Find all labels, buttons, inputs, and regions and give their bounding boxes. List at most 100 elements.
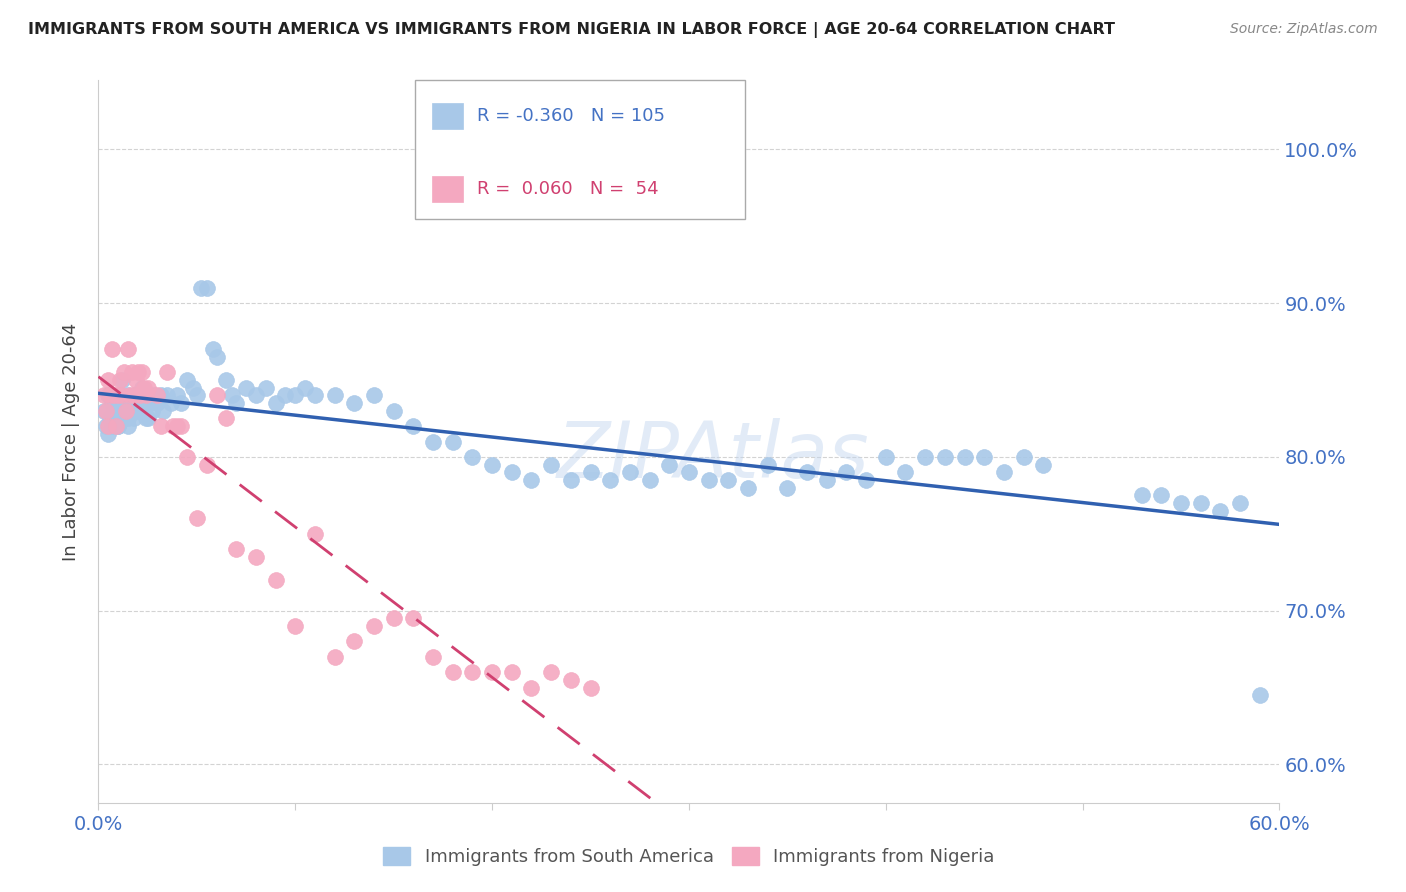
Point [323, 388, 346, 402]
Point [152, 404, 174, 418]
Point [103, 388, 125, 402]
Point [105, 419, 128, 434]
Point [382, 404, 405, 418]
Point [122, 411, 145, 425]
Point [111, 373, 134, 387]
Point [520, 473, 543, 487]
Point [205, 350, 228, 364]
Point [579, 681, 602, 695]
Point [402, 611, 425, 625]
Point [520, 681, 543, 695]
Point [815, 473, 838, 487]
Point [1249, 688, 1271, 702]
Point [1170, 496, 1192, 510]
Point [560, 473, 582, 487]
Point [93, 404, 115, 418]
Text: Source: ZipAtlas.com: Source: ZipAtlas.com [1230, 22, 1378, 37]
Point [215, 411, 238, 425]
Point [875, 450, 897, 464]
Point [221, 388, 243, 402]
Point [117, 419, 139, 434]
Point [105, 411, 128, 425]
Point [97, 426, 120, 441]
Point [146, 388, 169, 402]
Point [1209, 504, 1232, 518]
Point [128, 404, 150, 418]
Point [112, 411, 135, 425]
Point [103, 404, 125, 418]
Point [186, 388, 208, 402]
Point [142, 388, 165, 402]
Point [638, 473, 661, 487]
Point [560, 673, 582, 687]
Point [678, 465, 700, 479]
Point [150, 419, 173, 434]
Point [481, 458, 503, 472]
Point [97, 419, 120, 434]
Point [973, 450, 995, 464]
Point [579, 465, 602, 479]
Point [284, 388, 307, 402]
Point [132, 396, 155, 410]
Point [101, 419, 124, 434]
Point [160, 396, 183, 410]
Point [254, 381, 277, 395]
Point [176, 373, 198, 387]
Point [118, 388, 141, 402]
Point [166, 419, 188, 434]
Point [294, 381, 316, 395]
Point [599, 473, 621, 487]
Text: R =  0.060   N =  54: R = 0.060 N = 54 [477, 180, 658, 198]
Point [141, 404, 163, 418]
Point [136, 381, 159, 395]
Point [162, 419, 184, 434]
Point [776, 481, 799, 495]
Point [402, 419, 425, 434]
Point [363, 388, 385, 402]
Point [128, 388, 150, 402]
Point [98, 388, 121, 402]
Point [107, 419, 129, 434]
Point [97, 373, 120, 387]
Point [108, 388, 131, 402]
Point [96, 419, 118, 434]
Point [894, 465, 917, 479]
Point [98, 411, 121, 425]
Point [156, 388, 179, 402]
Point [501, 665, 523, 680]
Point [135, 388, 157, 402]
Point [382, 611, 405, 625]
Point [101, 343, 124, 357]
Point [111, 388, 134, 402]
Point [181, 381, 204, 395]
Point [1189, 496, 1212, 510]
Point [150, 388, 173, 402]
Point [717, 473, 740, 487]
Point [117, 388, 139, 402]
Point [135, 411, 157, 425]
Point [215, 373, 238, 387]
Point [156, 365, 179, 379]
Point [101, 396, 124, 410]
Text: R = -0.360   N = 105: R = -0.360 N = 105 [477, 107, 665, 125]
Point [136, 388, 159, 402]
Point [125, 373, 148, 387]
Point [107, 396, 129, 410]
Point [304, 526, 326, 541]
Point [274, 388, 297, 402]
Point [127, 404, 149, 418]
Point [190, 281, 212, 295]
Point [304, 388, 326, 402]
Point [993, 465, 1015, 479]
Point [93, 388, 115, 402]
Point [422, 434, 444, 449]
Point [170, 419, 193, 434]
Point [835, 465, 858, 479]
Point [363, 619, 385, 633]
Point [461, 450, 484, 464]
Point [441, 665, 464, 680]
Point [658, 458, 681, 472]
Point [1012, 450, 1035, 464]
Point [115, 396, 138, 410]
Point [855, 473, 877, 487]
